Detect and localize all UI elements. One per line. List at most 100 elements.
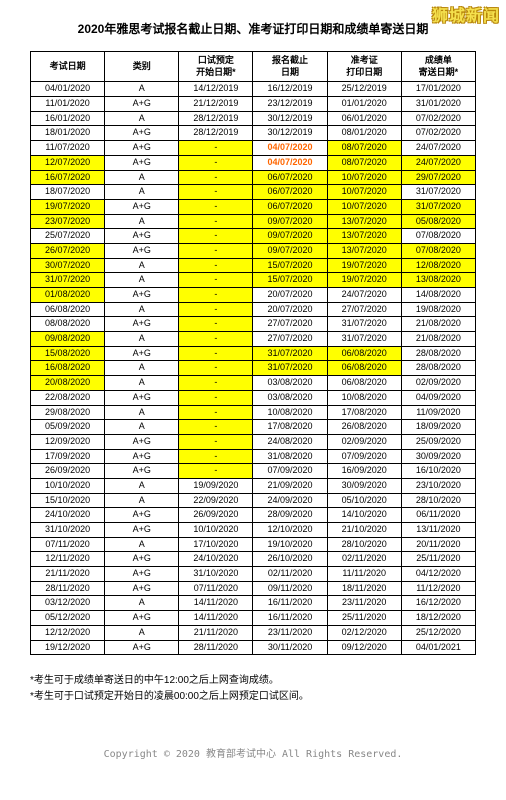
table-cell: A xyxy=(105,170,179,185)
table-cell: 28/08/2020 xyxy=(401,361,475,376)
table-cell: A+G xyxy=(105,434,179,449)
table-cell: 18/11/2020 xyxy=(327,581,401,596)
table-cell: 06/08/2020 xyxy=(327,346,401,361)
table-cell: 07/11/2020 xyxy=(31,537,105,552)
table-cell: 02/11/2020 xyxy=(327,552,401,567)
table-cell: 31/08/2020 xyxy=(253,449,327,464)
table-cell: 09/08/2020 xyxy=(31,332,105,347)
table-cell: 28/10/2020 xyxy=(327,537,401,552)
table-cell: 28/08/2020 xyxy=(401,346,475,361)
table-row: 15/08/2020A+G-31/07/202006/08/202028/08/… xyxy=(31,346,476,361)
table-cell: A xyxy=(105,111,179,126)
table-row: 30/07/2020A-15/07/202019/07/202012/08/20… xyxy=(31,258,476,273)
table-body: 04/01/2020A14/12/201916/12/201925/12/201… xyxy=(31,82,476,655)
footnotes: *考生可于成绩单寄送日的中午12:00之后上网查询成绩。*考生可于口试预定开始日… xyxy=(30,673,476,705)
table-cell: 31/07/2020 xyxy=(327,332,401,347)
table-cell: 19/07/2020 xyxy=(31,199,105,214)
table-cell: 04/12/2020 xyxy=(401,567,475,582)
table-cell: 30/12/2019 xyxy=(253,126,327,141)
table-cell: - xyxy=(179,141,253,156)
table-row: 24/10/2020A+G26/09/202028/09/202014/10/2… xyxy=(31,508,476,523)
table-cell: 20/07/2020 xyxy=(253,288,327,303)
table-row: 19/12/2020A+G28/11/202030/11/202009/12/2… xyxy=(31,640,476,655)
footnote-line: *考生可于口试预定开始日的凌晨00:00之后上网预定口试区间。 xyxy=(30,689,476,705)
table-cell: 06/01/2020 xyxy=(327,111,401,126)
table-cell: 01/01/2020 xyxy=(327,97,401,112)
table-cell: A xyxy=(105,596,179,611)
table-cell: 30/12/2019 xyxy=(253,111,327,126)
table-cell: A xyxy=(105,405,179,420)
table-cell: A xyxy=(105,185,179,200)
table-cell: 13/08/2020 xyxy=(401,273,475,288)
table-cell: 29/08/2020 xyxy=(31,405,105,420)
table-row: 04/01/2020A14/12/201916/12/201925/12/201… xyxy=(31,82,476,97)
table-cell: 14/12/2019 xyxy=(179,82,253,97)
table-row: 11/01/2020A+G21/12/201923/12/201901/01/2… xyxy=(31,97,476,112)
table-cell: 22/08/2020 xyxy=(31,390,105,405)
table-cell: 10/10/2020 xyxy=(179,523,253,538)
table-cell: - xyxy=(179,214,253,229)
table-cell: 16/08/2020 xyxy=(31,361,105,376)
table-cell: 15/07/2020 xyxy=(253,258,327,273)
table-cell: 31/10/2020 xyxy=(179,567,253,582)
table-cell: 09/07/2020 xyxy=(253,214,327,229)
table-cell: - xyxy=(179,376,253,391)
table-cell: 19/08/2020 xyxy=(401,302,475,317)
table-cell: A xyxy=(105,258,179,273)
table-cell: 23/12/2019 xyxy=(253,97,327,112)
table-cell: 28/10/2020 xyxy=(401,493,475,508)
table-cell: 23/10/2020 xyxy=(401,478,475,493)
table-row: 23/07/2020A-09/07/202013/07/202005/08/20… xyxy=(31,214,476,229)
table-cell: - xyxy=(179,288,253,303)
table-row: 10/10/2020A19/09/202021/09/202030/09/202… xyxy=(31,478,476,493)
table-cell: 23/07/2020 xyxy=(31,214,105,229)
table-cell: - xyxy=(179,332,253,347)
table-cell: - xyxy=(179,273,253,288)
table-cell: 05/10/2020 xyxy=(327,493,401,508)
table-cell: A+G xyxy=(105,611,179,626)
table-cell: 26/09/2020 xyxy=(31,464,105,479)
table-cell: 02/09/2020 xyxy=(401,376,475,391)
table-row: 05/12/2020A+G14/11/202016/11/202025/11/2… xyxy=(31,611,476,626)
table-cell: 28/09/2020 xyxy=(253,508,327,523)
table-cell: 11/09/2020 xyxy=(401,405,475,420)
table-cell: 19/10/2020 xyxy=(253,537,327,552)
table-cell: 02/12/2020 xyxy=(327,625,401,640)
table-cell: 12/07/2020 xyxy=(31,155,105,170)
table-cell: 21/09/2020 xyxy=(253,478,327,493)
table-cell: 06/08/2020 xyxy=(327,376,401,391)
table-cell: A xyxy=(105,478,179,493)
table-row: 11/07/2020A+G-04/07/202008/07/202024/07/… xyxy=(31,141,476,156)
table-cell: 07/02/2020 xyxy=(401,126,475,141)
table-row: 22/08/2020A+G-03/08/202010/08/202004/09/… xyxy=(31,390,476,405)
table-cell: A+G xyxy=(105,126,179,141)
table-cell: 04/07/2020 xyxy=(253,141,327,156)
table-cell: 27/07/2020 xyxy=(327,302,401,317)
table-cell: 28/11/2020 xyxy=(31,581,105,596)
table-cell: 06/08/2020 xyxy=(31,302,105,317)
table-cell: - xyxy=(179,229,253,244)
table-cell: - xyxy=(179,405,253,420)
table-cell: 26/07/2020 xyxy=(31,243,105,258)
table-cell: 13/07/2020 xyxy=(327,214,401,229)
table-row: 07/11/2020A17/10/202019/10/202028/10/202… xyxy=(31,537,476,552)
table-row: 12/12/2020A21/11/202023/11/202002/12/202… xyxy=(31,625,476,640)
table-cell: 04/01/2021 xyxy=(401,640,475,655)
table-cell: 04/07/2020 xyxy=(253,155,327,170)
table-cell: A+G xyxy=(105,449,179,464)
table-cell: 25/11/2020 xyxy=(327,611,401,626)
table-cell: A+G xyxy=(105,243,179,258)
table-cell: 10/07/2020 xyxy=(327,170,401,185)
table-cell: 25/09/2020 xyxy=(401,434,475,449)
table-cell: 11/07/2020 xyxy=(31,141,105,156)
table-cell: 20/11/2020 xyxy=(401,537,475,552)
column-header: 成绩单寄送日期* xyxy=(401,52,475,82)
table-cell: - xyxy=(179,185,253,200)
table-cell: 24/10/2020 xyxy=(31,508,105,523)
table-cell: 25/12/2019 xyxy=(327,82,401,97)
table-cell: 18/12/2020 xyxy=(401,611,475,626)
table-cell: 17/08/2020 xyxy=(327,405,401,420)
table-cell: 31/07/2020 xyxy=(31,273,105,288)
table-cell: - xyxy=(179,390,253,405)
table-cell: 06/07/2020 xyxy=(253,170,327,185)
